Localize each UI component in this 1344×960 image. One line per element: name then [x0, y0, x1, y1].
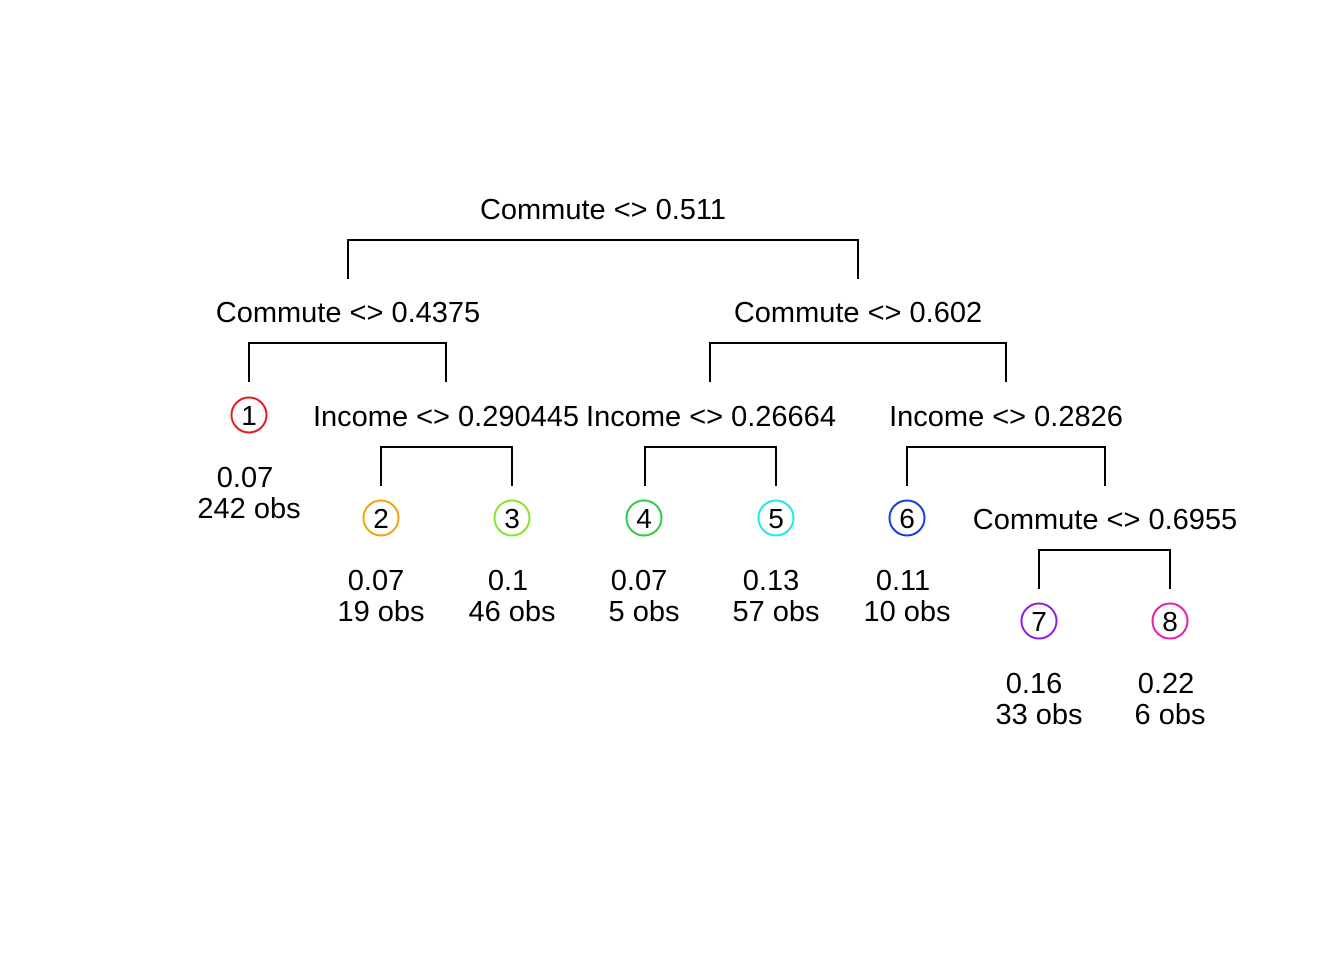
- leaf-number-6: 6: [899, 503, 915, 534]
- split-label-right-left: Income <> 0.26664: [586, 401, 836, 433]
- branch-left-right: [380, 446, 513, 486]
- branch-right-left: [644, 446, 777, 486]
- leaf-obs-1: 242 obs: [197, 493, 300, 525]
- leaf-value-4: 0.07: [611, 565, 667, 597]
- branch-right-right: [906, 446, 1106, 486]
- leaf-node-1: 1 0.07 242 obs: [197, 396, 301, 525]
- leaf-node-4: 4 0.07 5 obs: [609, 499, 680, 628]
- leaf-circle-4: [625, 499, 663, 537]
- branch-root: [347, 239, 859, 279]
- leaf-value-3: 0.1: [488, 565, 528, 597]
- leaf-circle-8: [1151, 602, 1189, 640]
- leaf-number-8: 8: [1162, 606, 1178, 637]
- split-label-left-right: Income <> 0.290445: [313, 401, 579, 433]
- leaf-number-2: 2: [373, 503, 389, 534]
- split-label-right: Commute <> 0.602: [734, 297, 982, 329]
- branch-right: [709, 342, 1007, 382]
- leaf-circle-6: [888, 499, 926, 537]
- leaf-obs-5: 57 obs: [732, 596, 819, 628]
- leaf-node-2: 2 0.07 19 obs: [337, 499, 425, 628]
- leaf-number-5: 5: [768, 503, 784, 534]
- leaf-node-5: 5 0.13 57 obs: [732, 499, 820, 628]
- leaf-obs-4: 5 obs: [609, 596, 680, 628]
- leaf-circle-3: [493, 499, 531, 537]
- leaf-node-3: 3 0.1 46 obs: [468, 499, 556, 628]
- leaf-node-8: 8 0.22 6 obs: [1135, 602, 1206, 731]
- leaf-number-3: 3: [504, 503, 520, 534]
- leaf-value-8: 0.22: [1138, 668, 1194, 700]
- leaf-obs-3: 46 obs: [468, 596, 555, 628]
- leaf-circle-1: [230, 396, 268, 434]
- split-label-right-right-right: Commute <> 0.6955: [973, 504, 1237, 536]
- leaf-number-4: 4: [636, 503, 652, 534]
- split-label-root: Commute <> 0.511: [480, 194, 726, 226]
- leaf-number-1: 1: [241, 400, 257, 431]
- leaf-obs-7: 33 obs: [995, 699, 1082, 731]
- branch-right-right-right: [1038, 549, 1171, 589]
- leaf-value-7: 0.16: [1006, 668, 1062, 700]
- leaf-obs-2: 19 obs: [337, 596, 424, 628]
- leaf-circle-5: [757, 499, 795, 537]
- leaf-obs-8: 6 obs: [1135, 699, 1206, 731]
- leaf-number-7: 7: [1031, 606, 1047, 637]
- leaf-value-5: 0.13: [743, 565, 799, 597]
- leaf-node-7: 7 0.16 33 obs: [995, 602, 1083, 731]
- branch-left: [248, 342, 447, 382]
- leaf-value-6: 0.11: [876, 565, 930, 597]
- leaf-circle-7: [1020, 602, 1058, 640]
- leaf-node-6: 6 0.11 10 obs: [863, 499, 951, 628]
- leaf-value-1: 0.07: [217, 462, 273, 494]
- split-label-right-right: Income <> 0.2826: [889, 401, 1123, 433]
- leaf-obs-6: 10 obs: [863, 596, 950, 628]
- leaf-circle-2: [362, 499, 400, 537]
- leaf-value-2: 0.07: [348, 565, 404, 597]
- split-label-left: Commute <> 0.4375: [216, 297, 480, 329]
